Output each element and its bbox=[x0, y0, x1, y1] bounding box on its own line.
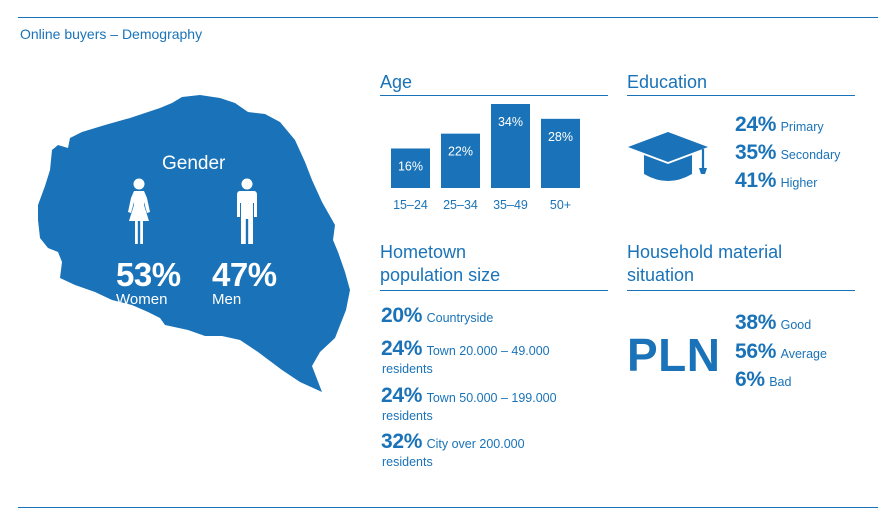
hometown-item-city-line2: residents bbox=[382, 455, 433, 469]
household-item-average: 56% Average bbox=[735, 340, 827, 363]
gender-title: Gender bbox=[162, 153, 226, 174]
household-title: Household material situation bbox=[627, 242, 783, 285]
age-bar-label-2: 34% bbox=[498, 115, 523, 129]
age-category-label-1: 25–34 bbox=[443, 198, 478, 212]
hometown-title: Hometown population size bbox=[380, 242, 501, 285]
hometown-item-countryside: 20% Countryside bbox=[381, 304, 494, 327]
page-title: Online buyers – Demography bbox=[20, 26, 203, 42]
women-percent: 53% bbox=[116, 256, 181, 293]
education-item-secondary: 35% Secondary bbox=[735, 141, 841, 164]
age-category-label-2: 35–49 bbox=[493, 198, 528, 212]
bottom-rule bbox=[18, 507, 878, 508]
top-rule bbox=[18, 17, 878, 18]
men-label: Men bbox=[212, 291, 242, 308]
age-bar-label-3: 28% bbox=[548, 130, 573, 144]
hometown-item-city: 32% City over 200.000 bbox=[381, 430, 525, 453]
age-bar-1 bbox=[441, 133, 480, 188]
hometown-item-town-medium-line2: residents bbox=[382, 409, 433, 423]
education-item-primary: 24% Primary bbox=[735, 113, 824, 136]
female-figure-icon bbox=[128, 178, 150, 244]
male-figure-icon bbox=[237, 178, 257, 244]
age-bar-3 bbox=[541, 118, 580, 188]
hometown-rule bbox=[380, 290, 608, 291]
age-bar-label-1: 22% bbox=[448, 145, 473, 159]
household-item-bad: 6% Bad bbox=[735, 368, 792, 391]
age-title: Age bbox=[380, 72, 413, 92]
men-percent: 47% bbox=[212, 256, 277, 293]
age-category-label-0: 15–24 bbox=[393, 198, 428, 212]
hometown-item-town-small: 24% Town 20.000 – 49.000 bbox=[381, 337, 550, 360]
women-label: Women bbox=[116, 291, 168, 308]
education-item-higher: 41% Higher bbox=[735, 169, 818, 192]
age-bar-2 bbox=[491, 104, 530, 188]
age-bar-label-0: 16% bbox=[398, 159, 423, 173]
household-rule bbox=[627, 290, 855, 291]
age-bar-chart: 16% 15–24 22% 25–34 34% 35–49 28% 50+ bbox=[391, 104, 580, 212]
education-title: Education bbox=[627, 72, 708, 92]
hometown-item-town-small-line2: residents bbox=[382, 362, 433, 376]
currency-label: PLN bbox=[627, 329, 721, 381]
graduation-cap-icon bbox=[628, 132, 708, 181]
age-category-label-3: 50+ bbox=[550, 198, 571, 212]
hometown-item-town-medium: 24% Town 50.000 – 199.000 bbox=[381, 384, 557, 407]
household-item-good: 38% Good bbox=[735, 311, 812, 334]
age-rule bbox=[380, 95, 608, 96]
education-rule bbox=[627, 95, 855, 96]
age-bar-0 bbox=[391, 148, 430, 188]
poland-map-shape bbox=[38, 95, 350, 392]
